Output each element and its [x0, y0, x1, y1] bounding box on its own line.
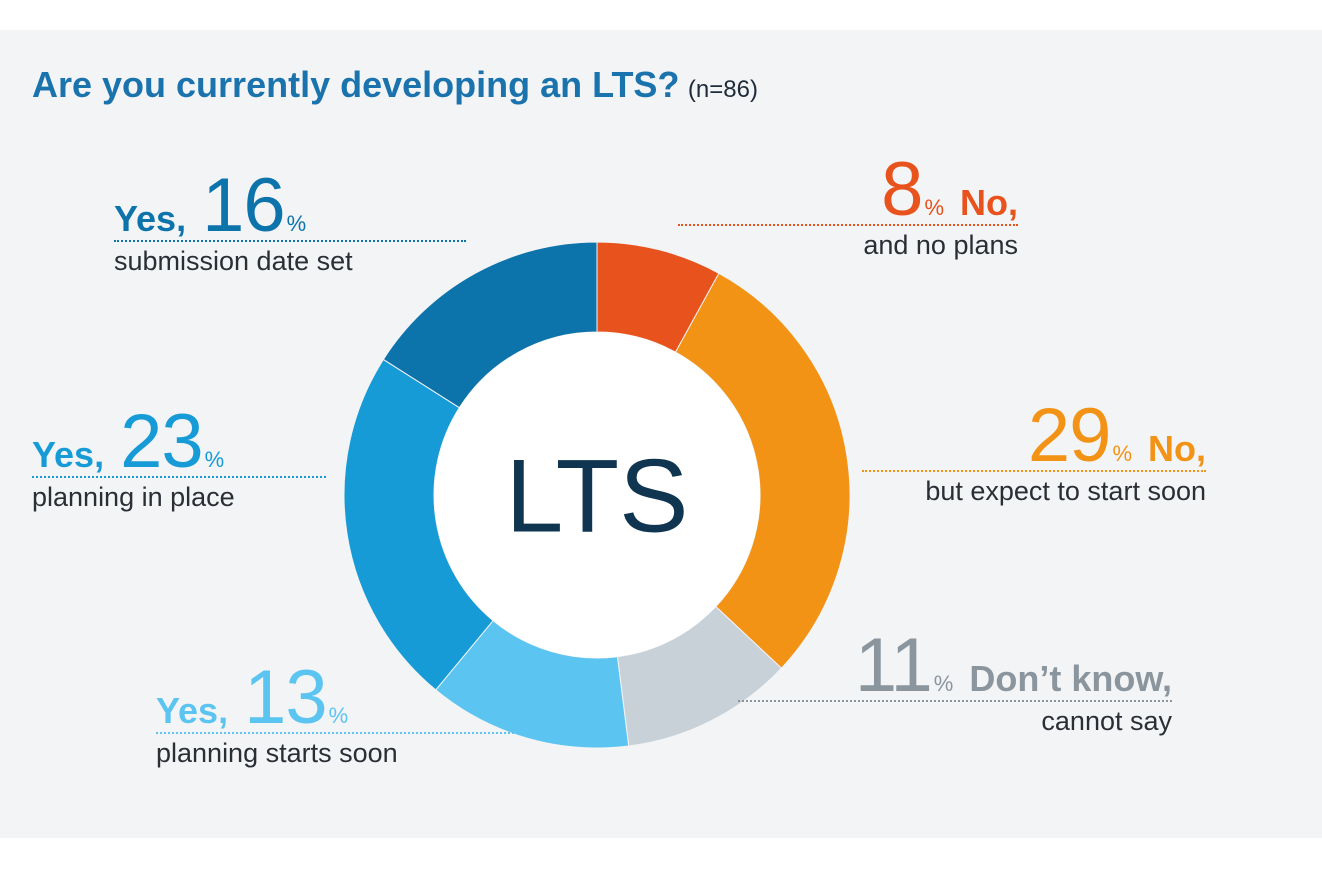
dotted-rule [32, 476, 326, 478]
slice-label-description: and no plans [863, 230, 1018, 260]
slice-label-yes-soon: Yes, 13 % planning starts soon [156, 660, 514, 769]
chart-title-main: Are you currently developing an LTS? [32, 64, 680, 105]
dotted-rule [114, 240, 466, 242]
slice-label-no-plans: 8 % No, and no plans [678, 152, 1018, 261]
donut-hole [434, 332, 760, 658]
slice-label-yes-date: Yes, 16 % submission date set [114, 168, 466, 277]
slice-label-value: 16 [202, 163, 286, 248]
slice-label-percent: % [924, 195, 944, 220]
dotted-rule [156, 732, 514, 734]
slice-label-description: planning in place [32, 482, 235, 512]
slice-label-word: Don’t know, [969, 658, 1172, 699]
slice-label-percent: % [1112, 441, 1132, 466]
slice-label-value: 11 [854, 623, 933, 708]
slice-label-word: No, [960, 182, 1018, 223]
chart-title: Are you currently developing an LTS? (n=… [32, 64, 758, 106]
slice-label-description: submission date set [114, 246, 353, 276]
donut-center-label: LTS [505, 438, 689, 555]
slice-label-word: Yes, [156, 690, 229, 731]
slice-label-percent: % [933, 671, 954, 696]
slice-label-percent: % [204, 447, 225, 472]
slice-label-percent: % [286, 211, 307, 236]
dotted-rule [678, 224, 1018, 226]
slice-label-value: 29 [1027, 393, 1112, 478]
slice-label-word: Yes, [32, 434, 105, 475]
slice-label-description: planning starts soon [156, 738, 398, 768]
slice-label-yes-planning: Yes, 23 % planning in place [32, 404, 326, 513]
slice-label-value: 8 [881, 147, 923, 232]
slice-label-no-expect: 29 % No, but expect to start soon [862, 398, 1206, 507]
chart-title-sample-size: (n=86) [687, 76, 758, 103]
slice-label-percent: % [328, 703, 349, 728]
slice-label-description: cannot say [1041, 706, 1172, 736]
slice-label-dont-know: 11 % Don’t know, cannot say [738, 628, 1172, 737]
slice-label-word: No, [1148, 428, 1206, 469]
slice-label-value: 23 [120, 399, 204, 484]
slice-label-value: 13 [244, 655, 328, 740]
slice-label-word: Yes, [114, 198, 187, 239]
dotted-rule [738, 700, 1172, 702]
slice-label-description: but expect to start soon [925, 476, 1206, 506]
dotted-rule [862, 470, 1206, 472]
